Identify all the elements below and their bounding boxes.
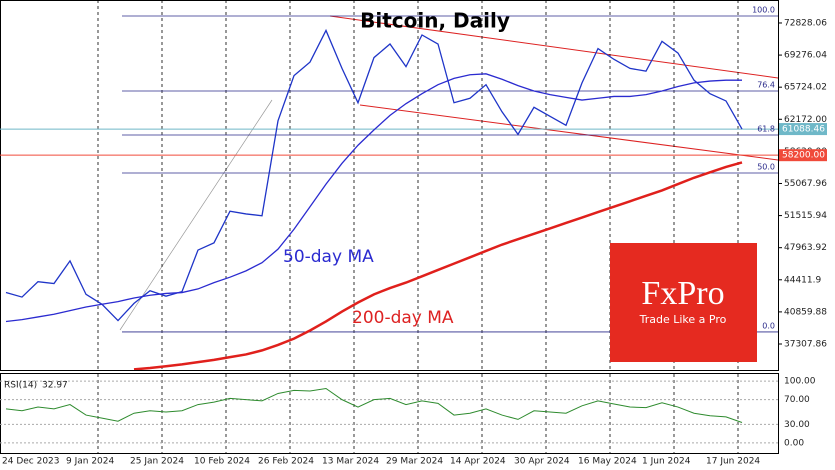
x-tick-label: 10 Feb 2024 xyxy=(194,457,250,467)
rsi-tick-label: 100.00 xyxy=(784,377,816,387)
y-tick-label: 55067.96 xyxy=(784,179,827,189)
y-tick-label: 65724.02 xyxy=(784,83,827,93)
fib-label: 76.4 xyxy=(757,81,775,90)
x-tick-label: 13 Mar 2024 xyxy=(322,457,379,467)
y-tick-label: 72828.06 xyxy=(784,18,827,28)
price-box-label: 58200.00 xyxy=(782,151,825,161)
fib-trend xyxy=(119,99,273,331)
channel-lower xyxy=(359,104,778,161)
series-line xyxy=(5,73,742,323)
x-tick-label: 30 Apr 2024 xyxy=(514,457,570,467)
x-tick-label: 16 May 2024 xyxy=(578,457,637,467)
rsi-panel xyxy=(0,373,779,454)
channel-upper xyxy=(329,15,778,79)
rsi-tick-label: 30.00 xyxy=(784,420,810,430)
x-tick-label: 26 Feb 2024 xyxy=(258,457,314,467)
y-tick-label: 44411.9 xyxy=(784,275,821,285)
ma50-label: 50-day MA xyxy=(283,247,374,267)
x-tick-label: 25 Jan 2024 xyxy=(130,457,184,467)
x-tick-label: 14 Apr 2024 xyxy=(450,457,506,467)
logo xyxy=(610,243,757,362)
ma200-label: 200-day MA xyxy=(352,308,454,328)
rsi-tick-label: 0.00 xyxy=(784,438,804,448)
fib-label: 61.8 xyxy=(757,125,775,134)
current-price-label: 61088.46 xyxy=(782,125,825,135)
chart-title: Bitcoin, Daily xyxy=(360,9,510,33)
fib-label: 0.0 xyxy=(762,321,775,330)
x-tick-label: 29 Mar 2024 xyxy=(386,457,443,467)
x-tick-label: 9 Jan 2024 xyxy=(66,457,114,467)
fib-label: 100.0 xyxy=(752,5,775,14)
y-tick-label: 37307.86 xyxy=(784,339,827,349)
rsi-label: RSI(14) xyxy=(4,381,37,391)
y-tick-label: 69276.04 xyxy=(784,51,827,61)
y-tick-label: 62172.00 xyxy=(784,115,827,125)
y-tick-label: 47963.92 xyxy=(784,243,827,253)
rsi-tick-label: 70.00 xyxy=(784,395,810,405)
series-line xyxy=(133,161,743,370)
logo-slogan: Trade Like a Pro xyxy=(639,313,727,326)
series-line xyxy=(5,28,743,322)
y-tick-label: 51515.94 xyxy=(784,211,827,221)
x-tick-label: 1 Jun 2024 xyxy=(642,457,691,467)
series-line xyxy=(5,387,743,423)
x-tick-label: 17 Jun 2024 xyxy=(706,457,760,467)
rsi-value: 32.97 xyxy=(42,381,68,391)
y-tick-label: 40859.88 xyxy=(784,307,827,317)
fib-label: 50.0 xyxy=(757,162,775,171)
current-price-box xyxy=(779,123,827,136)
x-tick-label: 24 Dec 2023 xyxy=(2,457,60,467)
price-box xyxy=(779,149,827,162)
logo-name: FxPro xyxy=(641,275,724,312)
